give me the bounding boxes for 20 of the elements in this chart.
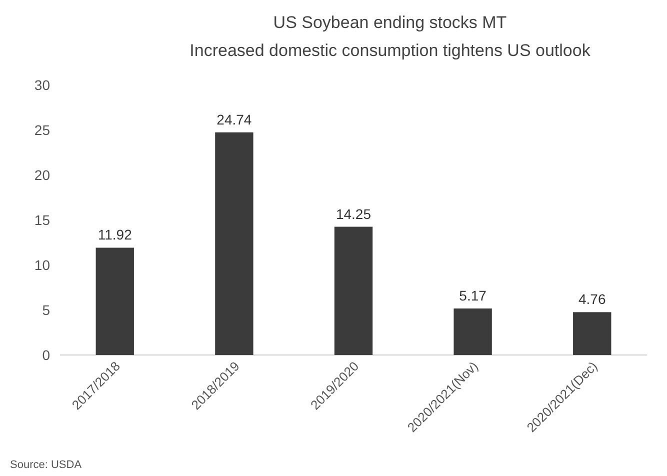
bar [454,308,492,355]
bar [573,312,612,355]
y-tick-label: 30 [34,76,50,93]
y-tick-label: 15 [34,212,50,228]
bar [334,226,373,355]
chart-title: US Soybean ending stocks MT [273,13,507,32]
data-label: 4.76 [578,291,606,308]
chart-subtitle: Increased domestic consumption tightens US outlook [190,41,591,60]
data-label: 5.17 [459,287,487,304]
data-label: 14.25 [336,206,372,222]
y-tick-label: 5 [42,302,50,318]
data-label: 11.92 [98,226,132,243]
source-note: Source: USDA [10,459,82,471]
bar [96,248,134,355]
data-label: 24.74 [216,111,252,128]
bar [215,132,254,355]
y-tick-label: 25 [34,122,50,138]
y-tick-label: 0 [42,346,50,363]
y-tick-label: 10 [34,256,50,273]
y-tick-label: 20 [34,166,50,183]
